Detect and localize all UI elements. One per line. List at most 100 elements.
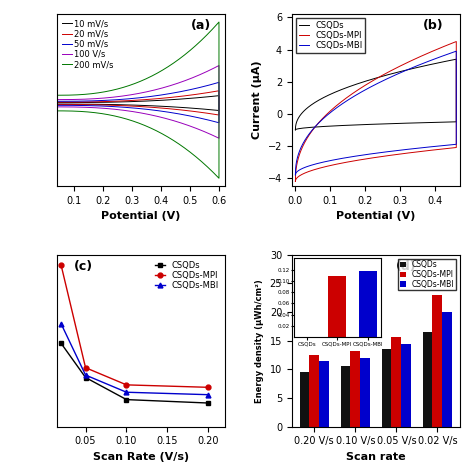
CSQDs-MBI bbox=[438, 54, 444, 59]
10 mV/s bbox=[201, 94, 206, 100]
CSQDs bbox=[292, 127, 298, 133]
200 mV/s bbox=[112, 87, 118, 92]
10 mV/s bbox=[54, 101, 60, 107]
CSQDs-MBI bbox=[350, 94, 356, 100]
CSQDs-MPI bbox=[438, 45, 444, 51]
20 mV/s bbox=[54, 99, 60, 105]
100 V/s bbox=[54, 104, 60, 109]
200 mV/s bbox=[74, 109, 80, 114]
50 mV/s bbox=[155, 108, 160, 113]
Bar bbox=[360, 358, 370, 427]
CSQDs-MBI bbox=[454, 48, 459, 54]
CSQDs-MBI bbox=[124, 389, 129, 395]
Bar bbox=[432, 295, 442, 427]
CSQDs-MBI bbox=[450, 142, 456, 147]
20 mV/s bbox=[201, 91, 206, 96]
CSQDs-MBI bbox=[58, 320, 64, 326]
CSQDs bbox=[82, 374, 88, 380]
200 mV/s bbox=[60, 92, 66, 98]
CSQDs-MPI bbox=[124, 382, 129, 388]
Text: (b): (b) bbox=[423, 19, 444, 32]
CSQDs-MPI bbox=[206, 384, 211, 390]
CSQDs-MBI bbox=[206, 392, 211, 398]
Line: 200 mV/s: 200 mV/s bbox=[57, 22, 219, 178]
CSQDs bbox=[124, 397, 129, 402]
20 mV/s bbox=[112, 99, 118, 104]
Text: (c): (c) bbox=[73, 260, 93, 273]
CSQDs bbox=[58, 340, 64, 346]
20 mV/s bbox=[54, 102, 60, 108]
CSQDs bbox=[299, 111, 304, 117]
50 mV/s bbox=[212, 119, 218, 125]
Legend: CSQDs, CSQDs-MPI, CSQDs-MBI: CSQDs, CSQDs-MPI, CSQDs-MBI bbox=[398, 259, 456, 290]
20 mV/s bbox=[155, 105, 160, 110]
CSQDs-MPI bbox=[313, 166, 319, 172]
100 V/s bbox=[201, 70, 206, 76]
200 mV/s bbox=[216, 19, 222, 25]
Line: CSQDs: CSQDs bbox=[295, 59, 456, 130]
CSQDs-MBI bbox=[292, 172, 298, 178]
50 mV/s bbox=[216, 80, 222, 85]
CSQDs bbox=[450, 119, 456, 125]
50 mV/s bbox=[60, 99, 66, 104]
CSQDs-MPI bbox=[454, 39, 459, 45]
CSQDs-MPI bbox=[58, 262, 64, 267]
100 V/s bbox=[74, 104, 80, 110]
100 V/s bbox=[155, 113, 160, 119]
20 mV/s bbox=[60, 99, 66, 105]
CSQDs-MBI bbox=[82, 372, 88, 378]
CSQDs-MPI bbox=[292, 178, 298, 184]
CSQDs-MBI bbox=[392, 148, 398, 154]
50 mV/s bbox=[216, 120, 222, 126]
200 mV/s bbox=[155, 128, 160, 134]
Line: 20 mV/s: 20 mV/s bbox=[57, 91, 219, 115]
CSQDs bbox=[454, 56, 459, 62]
Bar bbox=[350, 351, 360, 427]
X-axis label: Potential (V): Potential (V) bbox=[336, 211, 416, 221]
Bar bbox=[401, 344, 411, 427]
50 mV/s bbox=[112, 97, 118, 103]
CSQDs bbox=[206, 400, 211, 406]
CSQDs-MPI bbox=[350, 91, 356, 96]
CSQDs bbox=[438, 59, 444, 65]
Y-axis label: Energy density (μWh/cm²): Energy density (μWh/cm²) bbox=[255, 279, 264, 402]
100 V/s bbox=[60, 97, 66, 102]
50 mV/s bbox=[54, 99, 60, 104]
10 mV/s bbox=[155, 103, 160, 109]
Line: CSQDs-MPI: CSQDs-MPI bbox=[295, 42, 456, 181]
X-axis label: Scan rate: Scan rate bbox=[346, 452, 406, 462]
100 V/s bbox=[112, 94, 118, 100]
Legend: CSQDs, CSQDs-MPI, CSQDs-MBI: CSQDs, CSQDs-MPI, CSQDs-MBI bbox=[296, 18, 365, 53]
CSQDs-MPI bbox=[292, 178, 298, 184]
Bar bbox=[392, 337, 401, 427]
Legend: 10 mV/s, 20 mV/s, 50 mV/s, 100 V/s, 200 mV/s: 10 mV/s, 20 mV/s, 50 mV/s, 100 V/s, 200 … bbox=[61, 18, 115, 70]
Bar bbox=[300, 372, 310, 427]
100 V/s bbox=[216, 63, 222, 68]
Bar bbox=[382, 349, 392, 427]
Line: CSQDs-MBI: CSQDs-MBI bbox=[295, 51, 456, 175]
10 mV/s bbox=[112, 99, 118, 105]
10 mV/s bbox=[54, 100, 60, 105]
CSQDs-MBI bbox=[299, 144, 304, 149]
10 mV/s bbox=[216, 108, 222, 113]
Text: (d): (d) bbox=[396, 260, 417, 273]
CSQDs-MPI bbox=[299, 146, 304, 152]
CSQDs-MPI bbox=[82, 365, 88, 371]
100 V/s bbox=[216, 136, 222, 141]
10 mV/s bbox=[60, 100, 66, 105]
20 mV/s bbox=[216, 112, 222, 118]
100 V/s bbox=[212, 134, 218, 139]
50 mV/s bbox=[201, 84, 206, 90]
Line: CSQDs-MBI: CSQDs-MBI bbox=[59, 321, 211, 397]
200 mV/s bbox=[54, 92, 60, 98]
CSQDs-MBI bbox=[313, 161, 319, 167]
10 mV/s bbox=[216, 93, 222, 99]
20 mV/s bbox=[212, 111, 218, 117]
Line: 100 V/s: 100 V/s bbox=[57, 65, 219, 138]
CSQDs bbox=[292, 127, 298, 133]
Bar bbox=[340, 366, 350, 427]
CSQDs bbox=[350, 82, 356, 88]
50 mV/s bbox=[74, 102, 80, 108]
Legend: CSQDs, CSQDs-MPI, CSQDs-MBI: CSQDs, CSQDs-MPI, CSQDs-MBI bbox=[153, 259, 220, 292]
CSQDs-MPI bbox=[450, 145, 456, 151]
